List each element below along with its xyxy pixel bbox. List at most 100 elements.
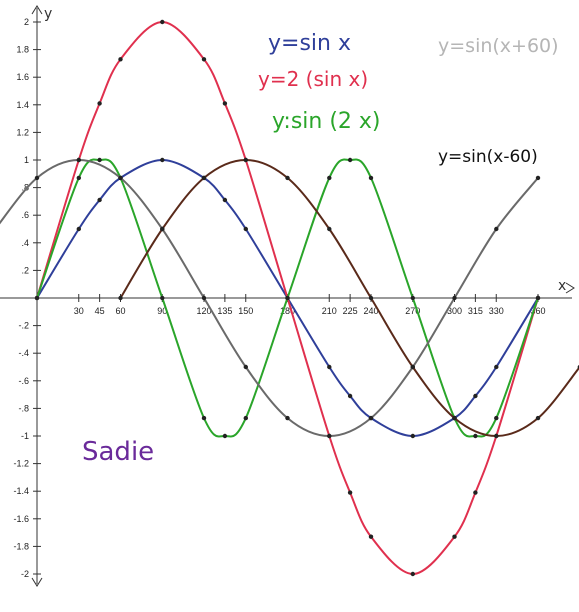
x-tick-label: 360 bbox=[530, 306, 545, 316]
data-point bbox=[201, 295, 207, 301]
x-tick-label: 30 bbox=[74, 306, 84, 316]
data-point bbox=[201, 415, 207, 421]
x-tick-label: 180 bbox=[280, 306, 295, 316]
data-point bbox=[118, 295, 123, 301]
x-tick-label: 225 bbox=[343, 306, 358, 316]
x-tick-label: 270 bbox=[405, 306, 420, 316]
series-layer bbox=[0, 19, 579, 577]
x-axis-label: x bbox=[558, 278, 566, 294]
y-tick-label: -1.2 bbox=[13, 459, 29, 469]
x-tick-label: 135 bbox=[217, 306, 232, 316]
data-point bbox=[368, 415, 374, 421]
data-point bbox=[97, 157, 102, 163]
data-point bbox=[285, 295, 290, 301]
y-tick-label: .8 bbox=[21, 183, 29, 193]
label-sin-x-minus-60: y=sin(x-60) bbox=[438, 147, 538, 167]
data-point bbox=[368, 175, 374, 181]
data-point bbox=[243, 364, 248, 370]
x-tick-label: 150 bbox=[238, 306, 253, 316]
data-point bbox=[535, 415, 541, 421]
label-sin-2x: y:sin (2 x) bbox=[272, 109, 381, 134]
ticks: 30 45 60 90 120 135 150 180 210 225 240 270 300 315 33… bbox=[13, 17, 545, 579]
y-axis-arrow-bottom-icon bbox=[31, 577, 43, 587]
y-tick-label: 1.4 bbox=[16, 100, 29, 110]
y-tick-label: -.8 bbox=[18, 403, 29, 413]
author-signature: Sadie bbox=[82, 437, 154, 467]
y-tick-label: -1 bbox=[21, 431, 29, 441]
data-point bbox=[34, 295, 40, 301]
x-tick-label: 300 bbox=[447, 306, 462, 316]
data-point bbox=[347, 393, 353, 399]
data-point bbox=[222, 433, 228, 439]
data-point bbox=[76, 226, 82, 232]
x-tick-label: 210 bbox=[322, 306, 337, 316]
data-point bbox=[347, 157, 353, 163]
x-tick-label: 45 bbox=[95, 306, 105, 316]
data-point bbox=[285, 175, 290, 181]
data-point bbox=[285, 415, 290, 421]
series-4 bbox=[0, 157, 541, 439]
y-tick-label: -1.4 bbox=[13, 486, 29, 496]
data-point bbox=[368, 295, 374, 301]
data-point bbox=[76, 175, 82, 181]
data-point bbox=[222, 101, 228, 106]
data-point bbox=[160, 19, 165, 25]
data-point bbox=[473, 393, 478, 399]
y-tick-label: .6 bbox=[21, 210, 29, 220]
y-tick-label: 1.8 bbox=[16, 45, 29, 55]
x-tick-label: 240 bbox=[363, 306, 378, 316]
y-axis-arrow-top-icon bbox=[31, 5, 43, 15]
y-tick-label: .2 bbox=[21, 265, 29, 275]
data-point bbox=[410, 433, 415, 439]
y-tick-label: .4 bbox=[21, 238, 29, 248]
data-point bbox=[201, 175, 207, 181]
data-point bbox=[34, 175, 40, 181]
data-point bbox=[410, 295, 415, 301]
y-tick-label: -1.8 bbox=[13, 541, 29, 551]
y-axis-label: y bbox=[44, 6, 52, 22]
data-point bbox=[160, 226, 165, 232]
x-axis-arrow-icon bbox=[565, 282, 575, 294]
y-tick-label: 2 bbox=[24, 17, 29, 27]
data-point bbox=[97, 101, 102, 106]
data-point bbox=[118, 175, 123, 181]
data-point bbox=[410, 571, 415, 577]
data-point bbox=[327, 364, 332, 370]
data-point bbox=[327, 226, 332, 232]
x-tick-label: 90 bbox=[157, 306, 167, 316]
series-line bbox=[119, 158, 579, 438]
data-point bbox=[97, 197, 102, 203]
label-sin-x-plus-60: y=sin(x+60) bbox=[438, 35, 559, 57]
annotation-layer: y=sin x y=2 (sin x) y:sin (2 x) y=sin(x-… bbox=[82, 31, 559, 467]
data-point bbox=[327, 175, 332, 181]
data-point bbox=[494, 364, 499, 370]
data-point bbox=[494, 433, 499, 439]
data-point bbox=[452, 415, 457, 421]
x-tick-label: 330 bbox=[489, 306, 504, 316]
data-point bbox=[452, 295, 457, 301]
label-sin-x: y=sin x bbox=[268, 31, 351, 56]
x-tick-label: 60 bbox=[115, 306, 125, 316]
data-point bbox=[201, 57, 207, 62]
data-point bbox=[243, 226, 248, 232]
data-point bbox=[347, 490, 353, 495]
data-point bbox=[160, 157, 165, 163]
data-point bbox=[243, 157, 248, 163]
data-point bbox=[494, 226, 499, 232]
y-tick-label: 1.2 bbox=[16, 127, 29, 137]
x-tick-label: 120 bbox=[196, 306, 211, 316]
data-point bbox=[473, 433, 478, 439]
data-point bbox=[368, 534, 374, 539]
y-tick-label: -1.6 bbox=[13, 514, 29, 524]
data-point bbox=[535, 295, 541, 301]
y-tick-label: -.4 bbox=[18, 348, 29, 358]
label-2sin-x: y=2 (sin x) bbox=[258, 67, 368, 91]
series-3 bbox=[118, 157, 579, 439]
data-point bbox=[494, 415, 499, 421]
y-tick-label: 1 bbox=[24, 155, 29, 165]
data-point bbox=[410, 364, 415, 370]
data-point bbox=[243, 415, 248, 421]
y-tick-label: -2 bbox=[21, 569, 29, 579]
data-point bbox=[535, 175, 541, 181]
